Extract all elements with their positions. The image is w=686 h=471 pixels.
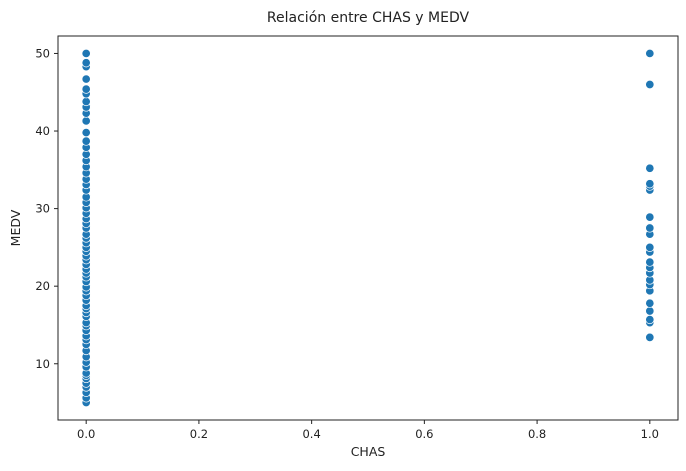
- x-tick-label: 0.8: [528, 427, 546, 441]
- data-point: [81, 74, 91, 84]
- x-tick-label: 1.0: [641, 427, 659, 441]
- x-tick-label: 0.6: [415, 427, 433, 441]
- data-points: [81, 48, 655, 408]
- data-point: [645, 48, 655, 59]
- data-point: [81, 84, 91, 94]
- data-point: [645, 306, 655, 316]
- data-point: [645, 314, 655, 325]
- x-axis-label: CHAS: [351, 444, 386, 459]
- plot-frame: [57, 35, 679, 421]
- y-tick-label: 30: [35, 202, 50, 216]
- data-point: [645, 257, 655, 267]
- x-tick-label: 0.2: [190, 427, 208, 441]
- y-axis-label: MEDV: [8, 209, 23, 246]
- data-point: [645, 212, 655, 222]
- x-tick-label: 0.4: [302, 427, 320, 441]
- y-axis: 10 20 30 40 50: [35, 46, 58, 371]
- y-tick-label: 10: [35, 357, 50, 371]
- data-point: [81, 58, 91, 68]
- data-point: [645, 79, 655, 90]
- data-point: [645, 179, 655, 189]
- data-point: [81, 48, 91, 59]
- y-tick-label: 40: [35, 124, 50, 138]
- data-point: [81, 128, 91, 138]
- data-point: [81, 136, 91, 146]
- y-tick-label: 20: [35, 279, 50, 293]
- x-tick-label: 0.0: [77, 427, 95, 441]
- data-point: [645, 332, 655, 342]
- data-point: [81, 116, 91, 126]
- data-point: [645, 223, 655, 233]
- x-axis: 0.0 0.2 0.4 0.6 0.8 1.0: [77, 420, 659, 441]
- data-point: [645, 298, 655, 308]
- y-tick-label: 50: [35, 46, 50, 60]
- data-point: [645, 163, 655, 173]
- data-point: [81, 97, 91, 107]
- data-point: [645, 242, 655, 252]
- chart-title: Relación entre CHAS y MEDV: [267, 10, 470, 26]
